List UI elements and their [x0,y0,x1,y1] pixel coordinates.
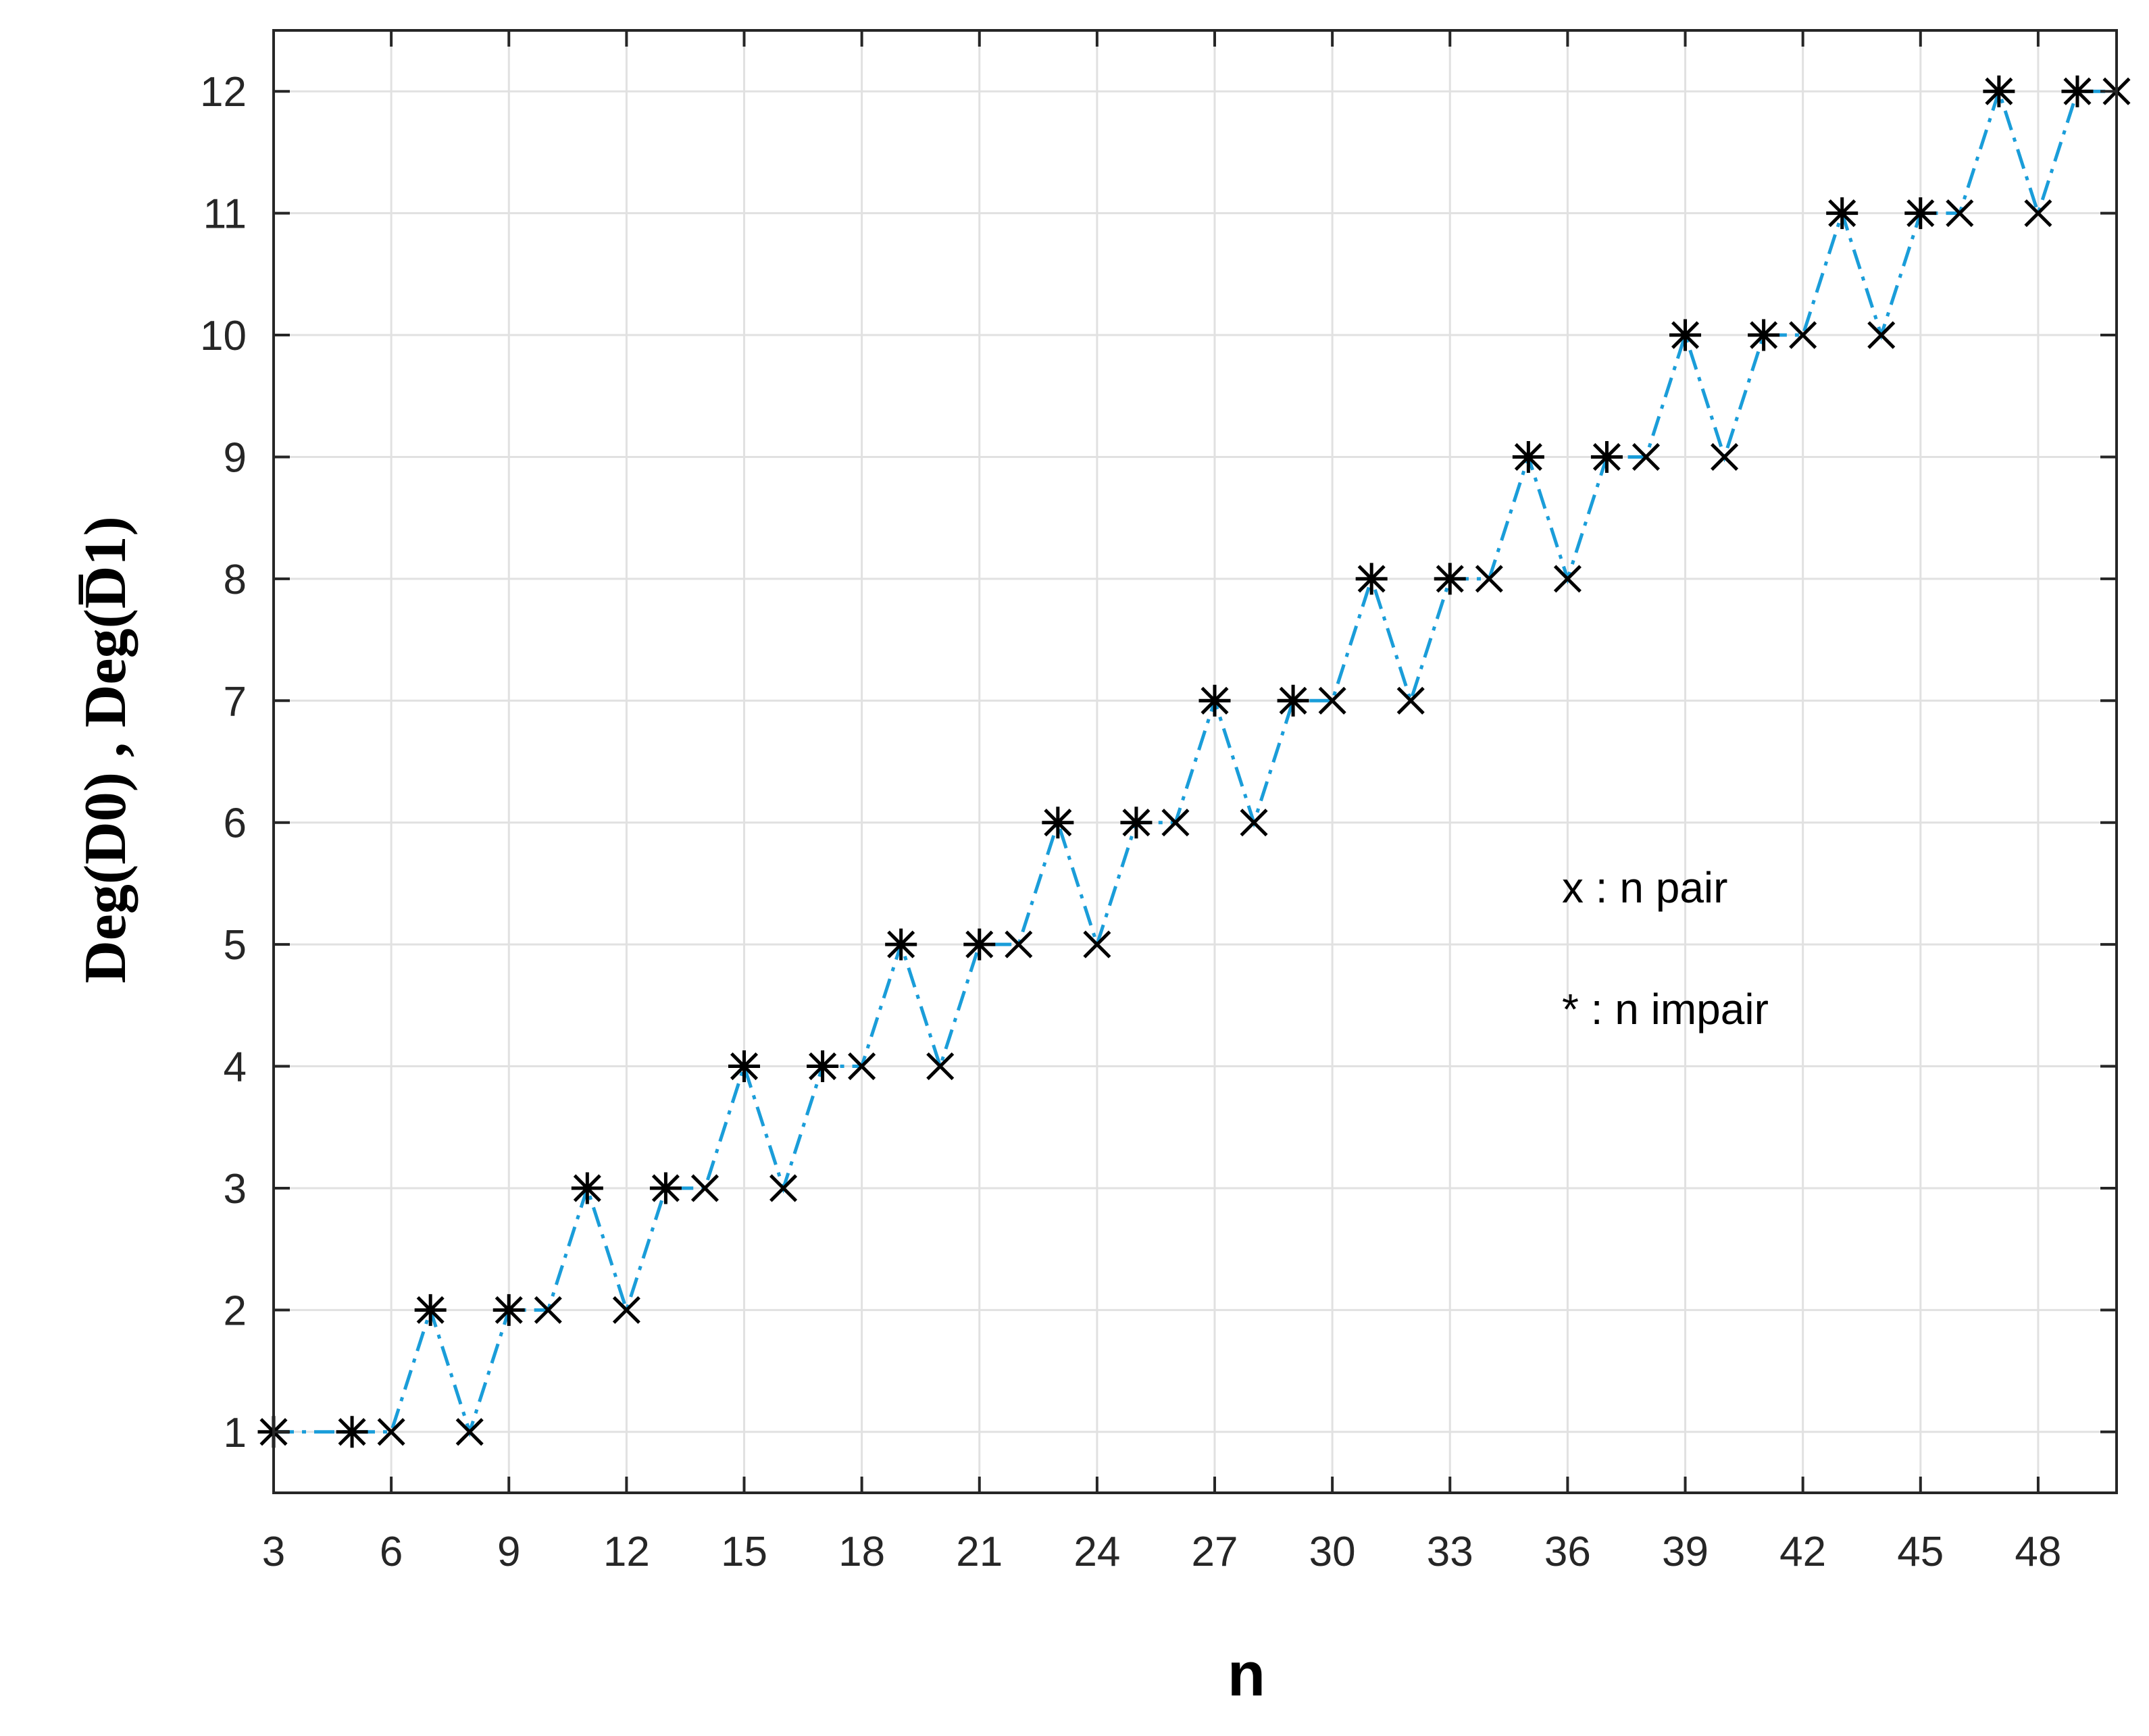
y-tick-label: 1 [224,1410,247,1456]
plot-area-frame [272,29,2118,1494]
data-point-star-marker [963,928,996,961]
x-tick-label: 21 [956,1529,1003,1575]
data-point-x-marker [1632,442,1661,471]
series-line [274,86,2117,1437]
data-point-x-marker [534,1296,562,1324]
data-point-x-marker [1396,686,1425,715]
data-point-x-marker [690,1174,719,1202]
data-point-star-marker [807,1050,839,1083]
x-tick-label: 15 [721,1529,767,1575]
data-point-x-marker [1240,809,1268,837]
data-point-x-marker [1318,686,1346,715]
data-point-x-marker [769,1174,798,1202]
data-point-star-marker [1120,807,1153,839]
data-point-x-marker [1553,565,1582,593]
data-point-star-marker [649,1172,682,1204]
data-point-x-marker [926,1052,955,1081]
series-line-group [274,86,2117,1437]
data-point-star-marker [1198,684,1231,717]
x-axis-label: n [1228,1640,1265,1709]
data-point-x-marker [1083,930,1111,959]
data-point-x-marker [1711,442,1739,471]
data-point-x-marker [455,1418,484,1446]
y-tick-label: 10 [200,313,247,359]
legend: x : n pair * : n impair [1562,863,1769,1033]
y-axis-label: Deg(D0) , Deg(D̅1) [73,516,138,984]
x-tick-label: 48 [2015,1529,2061,1575]
data-point-x-marker [1475,565,1503,593]
data-point-star-marker [414,1294,447,1326]
data-point-star-marker [1904,197,1937,230]
x-tick-label: 18 [838,1529,885,1575]
data-point-x-marker [1161,809,1190,837]
x-tick-label: 6 [380,1529,403,1575]
data-point-star-marker [1355,563,1388,595]
legend-entry-impair: * : n impair [1562,985,1769,1033]
data-point-star-marker [885,928,917,961]
y-tick-label: 4 [224,1044,247,1091]
legend-entry-pair: x : n pair [1562,863,1727,912]
data-point-star-marker [492,1294,525,1326]
grid [272,30,2117,1493]
x-tick-label: 12 [603,1529,650,1575]
y-tick-label: 3 [224,1166,247,1212]
x-tick-label: 9 [497,1529,520,1575]
y-tick-label: 11 [203,191,247,238]
data-point-x-marker [1946,199,1974,228]
y-tick-label: 2 [224,1287,247,1334]
y-tick-label: 9 [224,434,247,481]
y-tick-label: 7 [224,678,247,725]
data-point-star-marker [728,1050,761,1083]
data-point-star-marker [1669,319,1702,351]
data-point-star-marker [2061,75,2094,107]
x-tick-label: 33 [1427,1529,1473,1575]
y-tick-label: 5 [224,922,247,969]
data-point-star-marker [571,1172,603,1204]
data-point-x-marker [377,1418,405,1446]
data-point-x-marker [848,1052,876,1081]
data-point-star-marker [1826,197,1859,230]
x-tick-label: 24 [1073,1529,1120,1575]
x-tick-label: 39 [1662,1529,1709,1575]
data-point-x-marker [1867,321,1896,349]
x-tick-label: 36 [1544,1529,1591,1575]
y-tick-label: 8 [224,557,247,603]
x-tick-label: 45 [1897,1529,1944,1575]
data-point-star-marker [1983,75,2015,107]
x-tick-label: 42 [1779,1529,1826,1575]
data-point-x-marker [1789,321,1817,349]
data-point-x-marker [1005,930,1033,959]
x-tick-labels: 3 6 9 12 15 18 21 24 27 30 33 36 39 42 45 48 [262,1529,2062,1575]
data-point-star-marker [1748,319,1780,351]
x-tick-label: 30 [1309,1529,1356,1575]
y-tick-label: 12 [200,69,247,116]
y-tick-label: 6 [224,800,247,847]
tick-marks [272,30,2117,1493]
x-tick-label: 27 [1192,1529,1238,1575]
data-point-star-marker [336,1416,368,1448]
data-point-star-marker [1277,684,1309,717]
data-point-star-marker [1042,807,1074,839]
data-point-star-marker [1590,440,1623,473]
data-point-star-marker [1512,440,1544,473]
x-tick-label: 3 [262,1529,285,1575]
data-point-x-marker [2024,199,2052,228]
marker-group [257,75,2131,1448]
data-point-star-marker [1434,563,1466,595]
data-point-x-marker [612,1296,640,1324]
